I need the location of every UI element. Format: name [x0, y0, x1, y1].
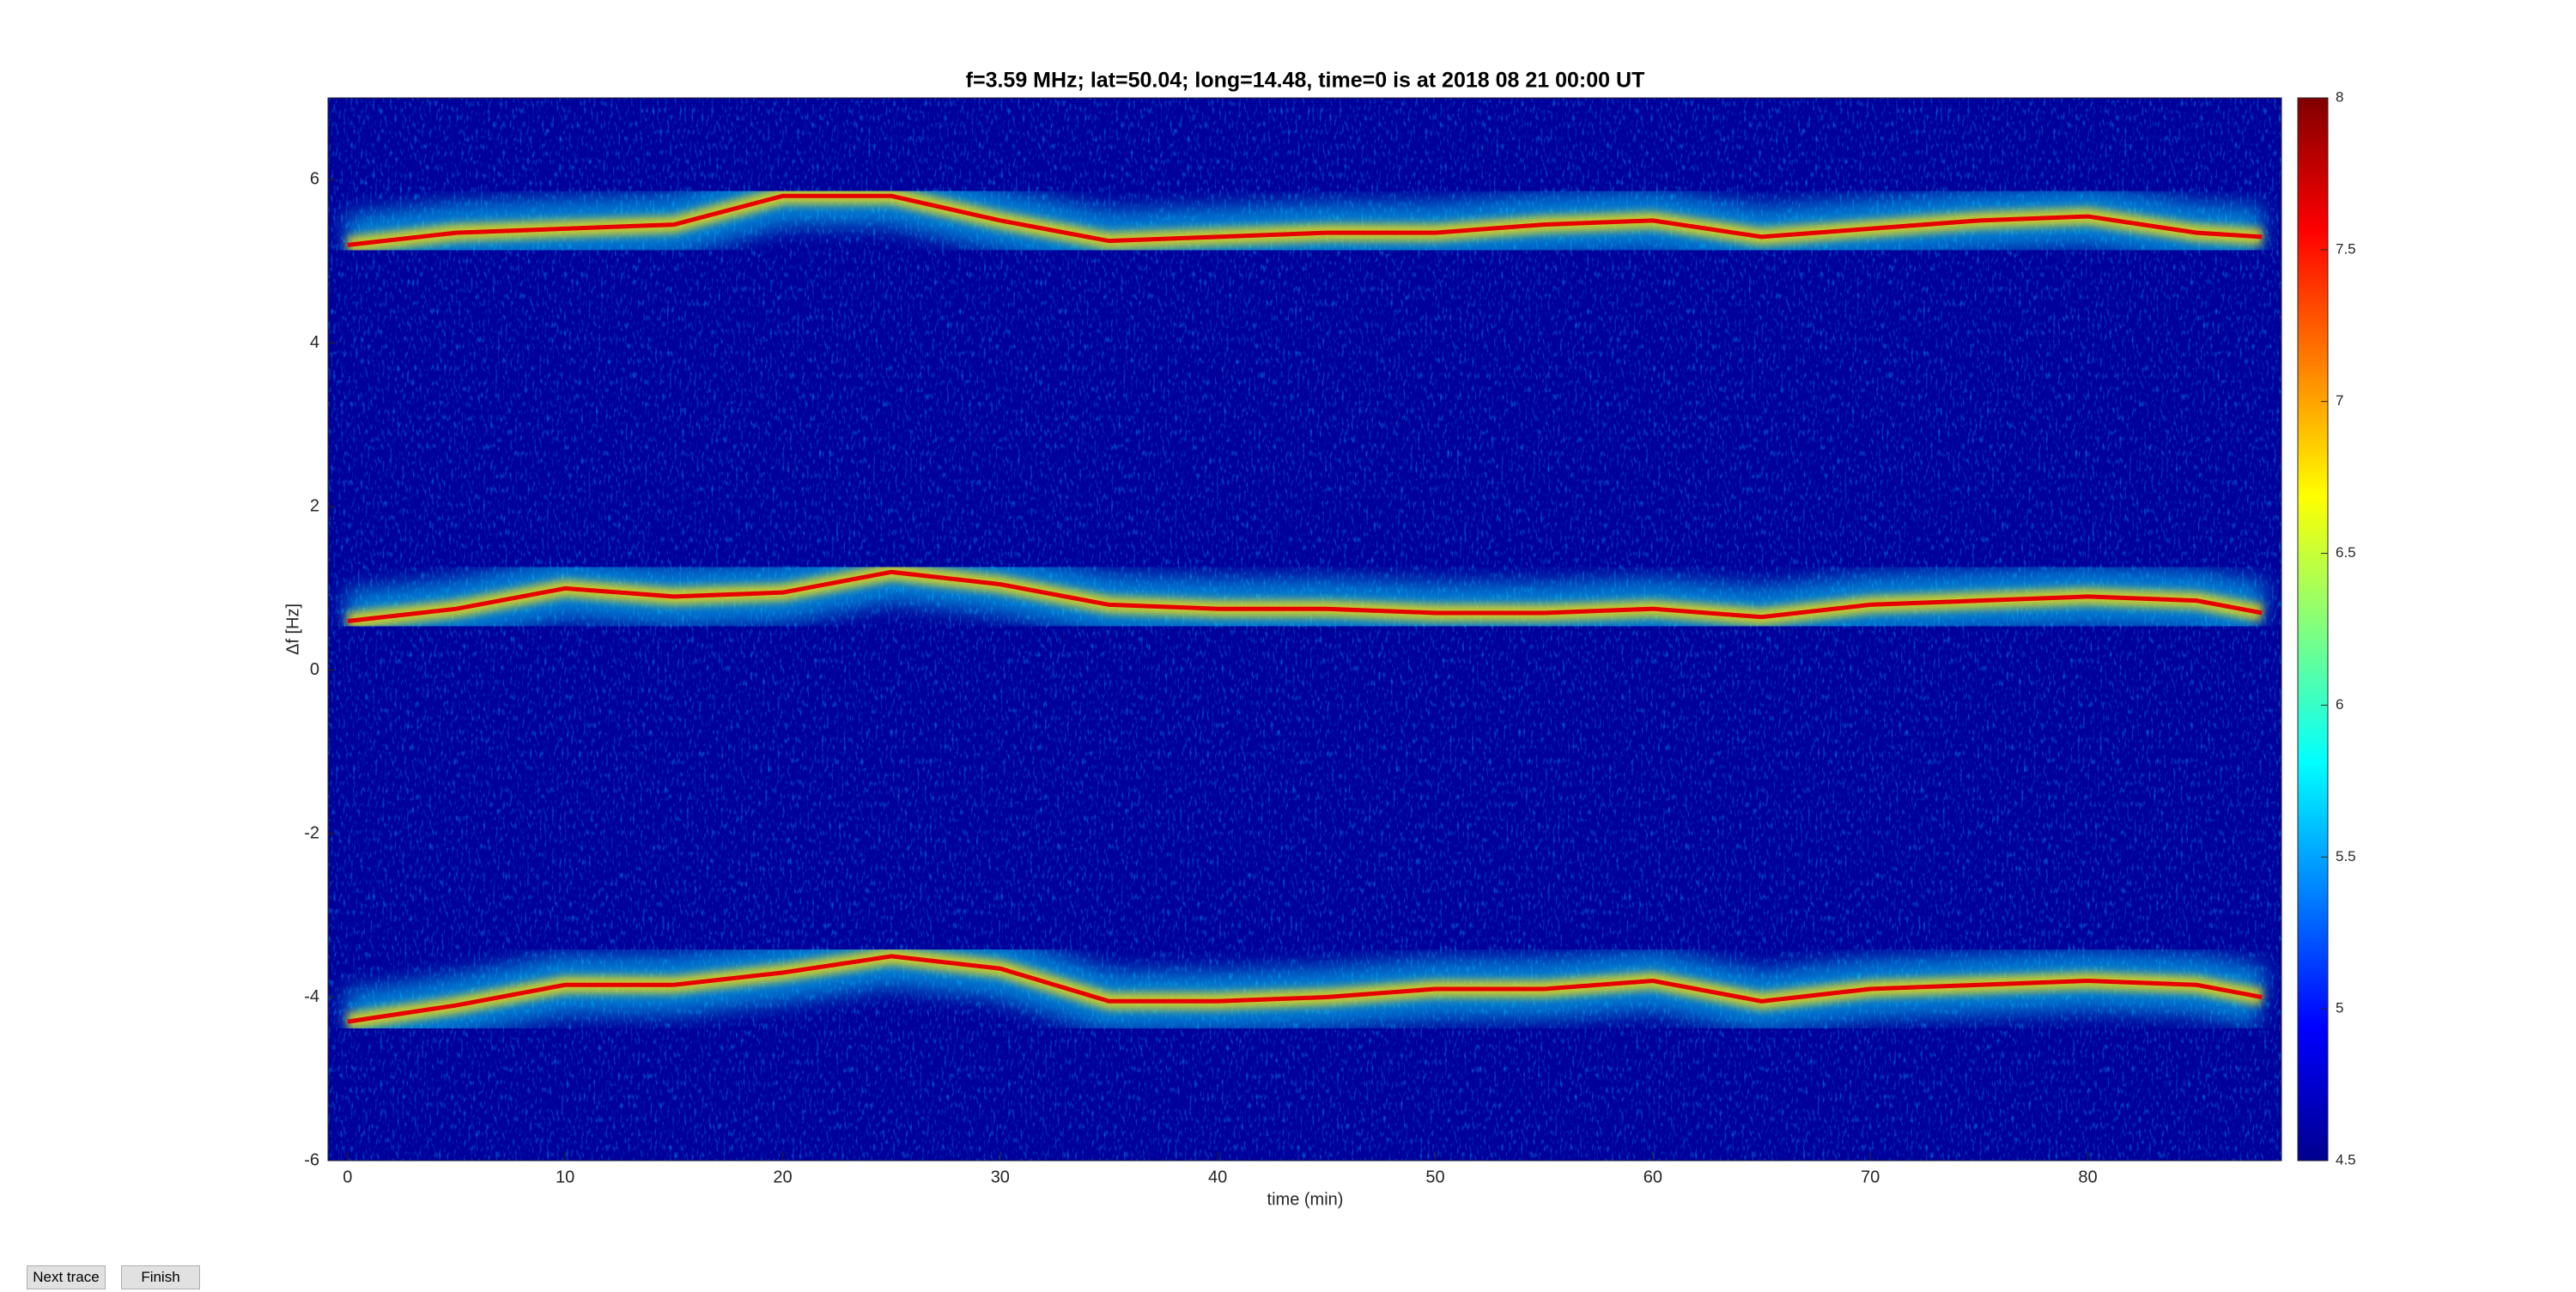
chart-title: f=3.59 MHz; lat=50.04; long=14.48, time=… — [966, 69, 1645, 93]
x-tick-label: 10 — [556, 1168, 574, 1186]
colorbar-tick-label: 8 — [2336, 88, 2343, 105]
plot-frame — [327, 97, 2282, 1162]
x-tick-label: 60 — [1643, 1168, 1662, 1186]
x-axis-label: time (min) — [1267, 1190, 1344, 1209]
colorbar-tick-label: 6.5 — [2336, 544, 2356, 561]
x-tick-label: 0 — [343, 1168, 352, 1186]
y-tick-label: -2 — [304, 823, 319, 842]
x-tick-label: 80 — [2078, 1168, 2097, 1186]
colorbar-tick-label: 4.5 — [2336, 1151, 2356, 1168]
y-axis-label: Δf [Hz] — [283, 604, 302, 655]
finish-button[interactable]: Finish — [121, 1265, 200, 1289]
y-tick-label: 2 — [310, 496, 319, 515]
plot-area — [328, 98, 2281, 1161]
next-trace-button[interactable]: Next trace — [27, 1265, 106, 1289]
trace — [347, 193, 2263, 247]
x-tick-label: 30 — [991, 1168, 1010, 1186]
y-tick-label: 6 — [310, 170, 319, 189]
y-tick-label: -4 — [304, 987, 319, 1006]
x-tick-label: 20 — [773, 1168, 792, 1186]
x-tick-label: 70 — [1861, 1168, 1880, 1186]
x-tick-label: 40 — [1208, 1168, 1227, 1186]
colorbar-tick-label: 7.5 — [2336, 240, 2356, 257]
y-tick-label: -6 — [304, 1150, 319, 1169]
colorbar-tick-label: 7 — [2336, 392, 2343, 409]
colorbar-tick-label: 5.5 — [2336, 848, 2356, 864]
colorbar — [2297, 97, 2329, 1162]
trace — [347, 569, 2263, 623]
y-tick-label: 4 — [310, 333, 319, 352]
colorbar-tick-label: 5 — [2336, 1000, 2343, 1016]
x-tick-label: 50 — [1425, 1168, 1444, 1186]
trace — [347, 954, 2263, 1024]
y-tick-label: 0 — [310, 660, 319, 679]
colorbar-tick-label: 6 — [2336, 696, 2343, 713]
chart: f=3.59 MHz; lat=50.04; long=14.48, time=… — [283, 69, 2356, 1210]
